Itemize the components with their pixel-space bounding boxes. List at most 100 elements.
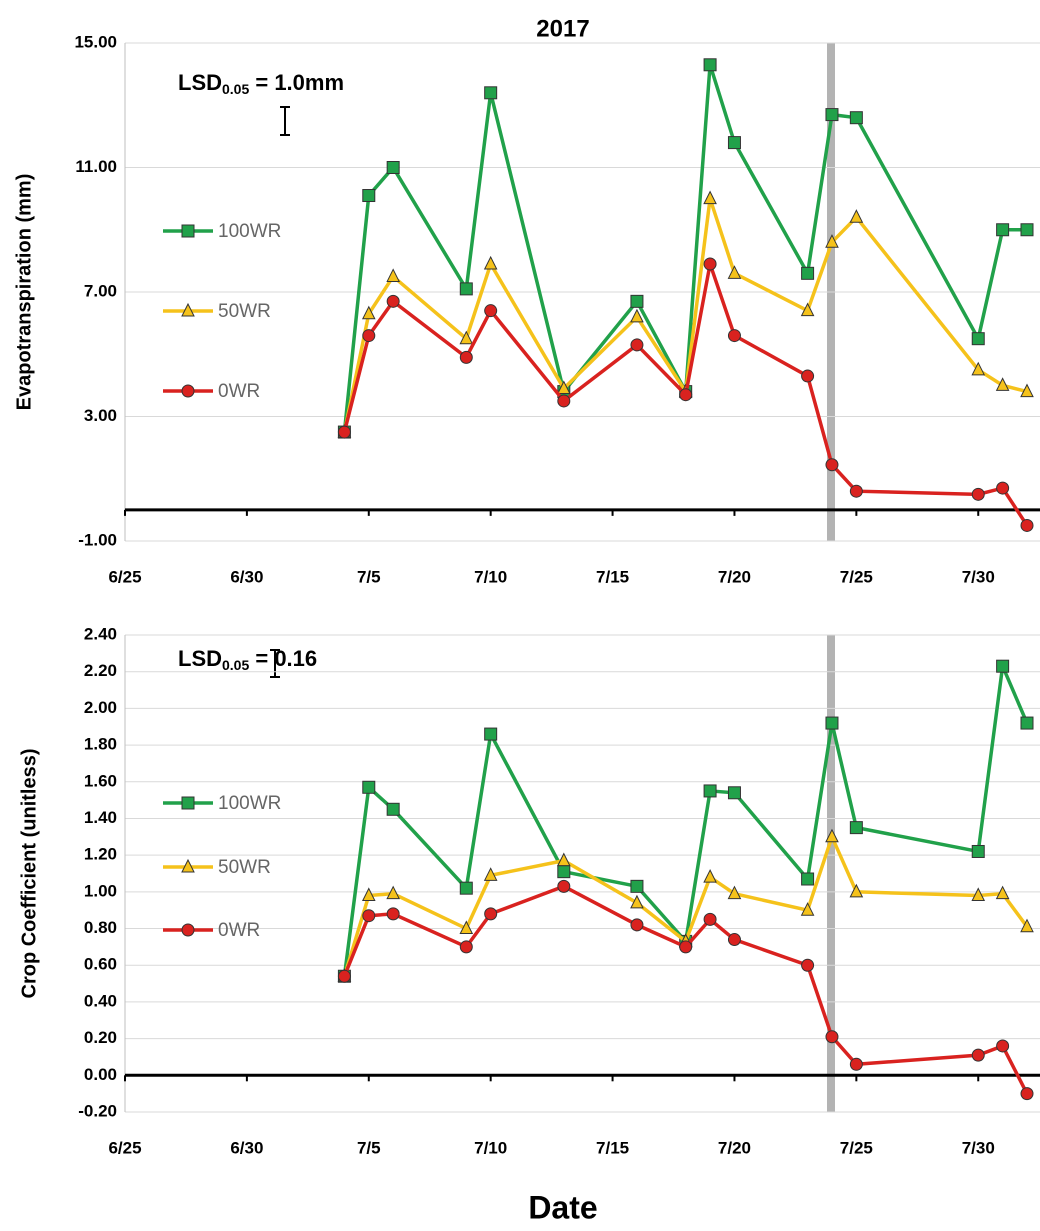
- marker: [996, 481, 1010, 495]
- marker: [727, 885, 742, 900]
- legend-item: 0WR: [163, 920, 260, 941]
- marker: [971, 361, 986, 376]
- marker: [630, 894, 644, 909]
- y-tick-label: 1.00: [84, 881, 117, 900]
- x-tick-label: 7/5: [357, 1138, 381, 1157]
- marker: [1020, 223, 1034, 237]
- legend-label: 100WR: [218, 793, 281, 814]
- y-tick-label: 0.40: [84, 991, 117, 1010]
- marker: [996, 659, 1010, 673]
- marker: [727, 933, 741, 947]
- marker: [679, 388, 693, 402]
- marker: [703, 58, 717, 72]
- marker: [459, 940, 473, 954]
- marker: [386, 802, 400, 816]
- marker: [971, 332, 985, 346]
- marker: [630, 308, 644, 323]
- series: [337, 828, 1034, 982]
- marker: [727, 786, 741, 800]
- legend-label: 100WR: [218, 221, 281, 242]
- series-line: [342, 884, 1029, 1095]
- x-axis-title: Date: [528, 1189, 597, 1225]
- marker: [801, 369, 815, 383]
- marker: [459, 350, 473, 364]
- x-tick-label: 7/5: [357, 567, 381, 586]
- marker: [849, 883, 864, 898]
- marker: [386, 294, 400, 308]
- x-tick-label: 7/30: [962, 1138, 995, 1157]
- marker: [825, 234, 839, 248]
- marker: [825, 828, 839, 843]
- x-tick-label: 6/30: [230, 567, 263, 586]
- y-tick-label: 3.00: [84, 406, 117, 425]
- y-tick-label: 2.40: [84, 624, 117, 643]
- marker: [971, 887, 986, 902]
- marker: [1020, 383, 1034, 398]
- legend-label: 50WR: [218, 301, 271, 322]
- marker: [995, 377, 1010, 391]
- series: [337, 257, 1034, 532]
- x-tick-label: 7/15: [596, 567, 629, 586]
- marker: [849, 821, 863, 835]
- marker: [557, 879, 571, 893]
- marker: [1020, 716, 1034, 730]
- marker: [459, 881, 473, 895]
- x-tick-label: 7/25: [840, 567, 873, 586]
- marker: [630, 879, 644, 893]
- chart-title: 2017: [536, 15, 589, 42]
- marker: [825, 1030, 839, 1044]
- y-tick-label: 0.80: [84, 918, 117, 937]
- marker: [630, 918, 644, 932]
- lsd-subscript: 0.05: [222, 81, 249, 97]
- marker: [386, 161, 400, 174]
- y-axis-title: Evapotranspiration (mm): [13, 174, 35, 411]
- marker: [630, 294, 644, 308]
- marker: [181, 796, 195, 810]
- marker: [484, 907, 498, 921]
- marker: [181, 224, 195, 238]
- y-tick-label: 1.80: [84, 735, 117, 754]
- lsd-suffix: = 0.16: [249, 646, 317, 671]
- marker: [849, 484, 863, 498]
- lsd-bar: [270, 106, 290, 678]
- lsd-text: LSD: [178, 646, 222, 671]
- marker: [362, 780, 376, 794]
- lsd-text: LSD: [178, 70, 222, 95]
- series-line: [342, 659, 1029, 977]
- legend-label: 0WR: [218, 381, 260, 402]
- y-tick-label: 15.00: [74, 32, 117, 51]
- marker: [557, 380, 571, 394]
- marker: [971, 844, 985, 858]
- marker: [679, 940, 693, 954]
- marker: [484, 86, 498, 100]
- marker: [1020, 518, 1034, 532]
- y-axis-title: Crop Coefficient (unitless): [18, 748, 40, 998]
- marker: [386, 268, 400, 282]
- marker: [557, 865, 571, 879]
- marker: [801, 266, 815, 280]
- series-line: [342, 257, 1029, 527]
- marker: [996, 223, 1010, 237]
- marker: [181, 923, 195, 937]
- series: [337, 879, 1034, 1101]
- x-tick-label: 7/25: [840, 1138, 873, 1157]
- x-tick-label: 6/30: [230, 1138, 263, 1157]
- x-tick-label: 7/15: [596, 1138, 629, 1157]
- y-tick-label: 1.60: [84, 771, 117, 790]
- marker: [337, 969, 351, 983]
- x-tick-label: 6/25: [108, 1138, 141, 1157]
- lsd-annotation: LSD0.05 = 0.16: [178, 646, 317, 673]
- lsd-suffix: = 1.0mm: [249, 70, 344, 95]
- marker: [459, 920, 474, 935]
- series: [337, 659, 1034, 983]
- marker: [483, 867, 498, 881]
- marker: [361, 887, 376, 902]
- marker: [971, 487, 985, 501]
- marker: [703, 784, 717, 798]
- marker: [181, 302, 195, 317]
- y-tick-label: 2.20: [84, 661, 117, 680]
- marker: [362, 189, 376, 203]
- marker: [181, 858, 195, 873]
- legend-label: 50WR: [218, 857, 271, 878]
